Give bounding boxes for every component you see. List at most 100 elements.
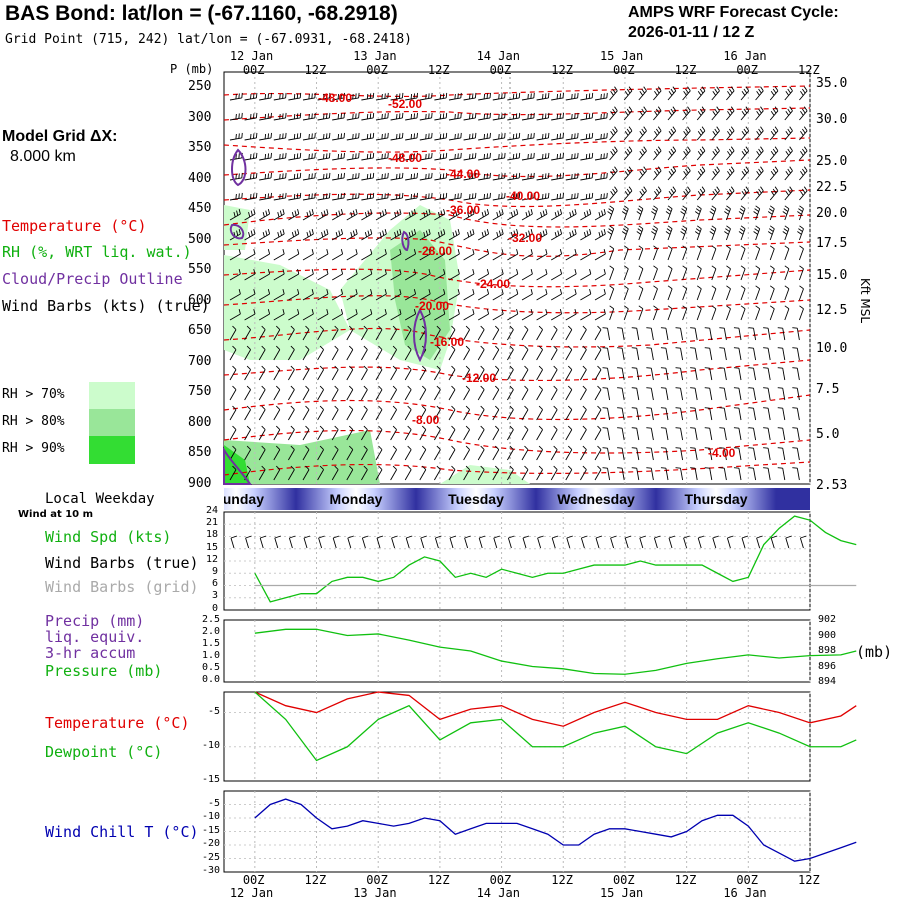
wind-barb-10m-flag	[537, 535, 544, 539]
wind-barb	[492, 349, 500, 361]
local-weekday-label: Local Weekday	[45, 491, 155, 507]
wind-barb	[390, 329, 397, 341]
wind-barb-flag	[743, 148, 748, 154]
wind-barb	[521, 389, 529, 401]
wind-barb-flag	[622, 228, 628, 232]
wind-barb-flag	[665, 231, 671, 235]
wind-barb	[711, 308, 717, 321]
wind-barb	[258, 429, 266, 441]
model-grid-value: 8.000 km	[10, 148, 76, 165]
wind-barb	[463, 369, 470, 381]
wind-barb	[375, 273, 387, 281]
rh-region	[390, 230, 450, 360]
wind-spd-label: Wind Spd (kts)	[45, 528, 172, 546]
wind-barb-flag	[545, 249, 548, 255]
wind-barb-flag	[608, 228, 613, 232]
wind-barb-10m-flag	[654, 535, 661, 539]
isotherm-label: -32.00	[508, 231, 542, 245]
wind-barb	[361, 253, 373, 261]
wind-barb	[650, 408, 654, 421]
wind-barb-flag	[407, 465, 412, 470]
wind-barb	[696, 130, 706, 141]
wind-barb-flag	[233, 212, 236, 218]
wind-barb-flag	[574, 269, 577, 275]
wind-barb	[244, 389, 251, 401]
wind-barb	[375, 389, 383, 401]
wind-barb-flag	[309, 210, 312, 216]
wind-barb-10m-flag	[449, 535, 457, 539]
isotherm-line	[223, 429, 811, 454]
wind-barb	[229, 313, 241, 321]
wind-barb-flag	[626, 128, 631, 134]
wind-barb-10m	[624, 537, 629, 549]
wind-barb-flag	[601, 210, 604, 216]
wind-barb	[696, 150, 706, 161]
wind-barb-flag	[348, 405, 354, 410]
wind-barb-flag	[726, 205, 731, 210]
wind-barb-flag	[238, 209, 241, 215]
wind-barb-flag	[384, 269, 387, 275]
wind-barb	[796, 428, 800, 441]
wind-barb-flag	[670, 188, 675, 194]
wind-barb-flag	[725, 208, 730, 212]
wind-barb	[288, 409, 295, 421]
wind-barb-flag	[682, 245, 687, 250]
wind-barb-flag	[480, 465, 485, 470]
wind-barb-10m	[391, 537, 396, 549]
wind-barb-flag	[334, 465, 339, 470]
wind-barb	[796, 328, 800, 341]
wind-barb	[607, 348, 611, 361]
wind-barb	[404, 449, 412, 461]
top-time-tick: 00Z	[366, 63, 388, 77]
wind-barb	[782, 468, 786, 481]
wind-barb	[796, 408, 800, 421]
wind-barb	[404, 409, 412, 421]
chill-ytick: -15	[201, 824, 220, 836]
wind-barb-flag	[338, 210, 341, 216]
weekday-segment	[296, 488, 416, 510]
wind-barb-flag	[553, 365, 558, 370]
wind-barb-flag	[714, 128, 718, 134]
wind-barb	[302, 293, 314, 301]
wind-barb	[725, 308, 731, 321]
wind-barb-flag	[801, 88, 806, 94]
wind-barb-flag	[639, 151, 644, 156]
wind-barb-flag	[290, 325, 295, 330]
wind-barb-flag	[574, 289, 577, 295]
pressure-level-label: 850	[188, 445, 212, 461]
bottom-time-tick: 12Z	[304, 873, 327, 887]
wind-barb	[302, 429, 310, 441]
wind-barb	[565, 293, 577, 301]
wind-barb-flag	[540, 232, 543, 238]
wind-barb-flag	[789, 106, 793, 112]
wind-barb	[448, 369, 456, 381]
wind-barb	[740, 268, 746, 281]
wind-barb-flag	[428, 209, 431, 215]
wind-barb	[434, 313, 446, 321]
wind-barb-flag	[319, 325, 324, 330]
wind-barb-flag	[469, 210, 472, 216]
temp-ytick: -15	[201, 774, 220, 785]
wind-barb-flag	[743, 168, 748, 174]
wind-barb	[317, 429, 324, 441]
wind-barb-flag	[559, 309, 563, 315]
wind-barb-flag	[571, 210, 575, 216]
wind-barb-flag	[621, 231, 627, 235]
wind-barb-flag	[494, 465, 500, 470]
wind-barb-flag	[484, 230, 487, 236]
wind-barb-flag	[311, 209, 314, 215]
wind-barb	[507, 253, 519, 261]
wind-barb-10m-flag	[435, 535, 442, 539]
wind-barb	[288, 329, 295, 341]
wind-barb-10m	[522, 537, 527, 549]
top-time-tick: 12Z	[427, 63, 450, 77]
wind-barb-flag	[326, 249, 329, 255]
wind-barb	[390, 429, 397, 441]
wind-barb-flag	[407, 325, 412, 330]
wind-barb-flag	[697, 111, 702, 116]
weekday-label: Thursday	[684, 491, 748, 507]
wind-barb-flag	[789, 146, 793, 152]
wind-barb	[621, 368, 625, 381]
wind-barb-flag	[774, 146, 779, 152]
wind-barb-10m-flag	[741, 535, 749, 539]
